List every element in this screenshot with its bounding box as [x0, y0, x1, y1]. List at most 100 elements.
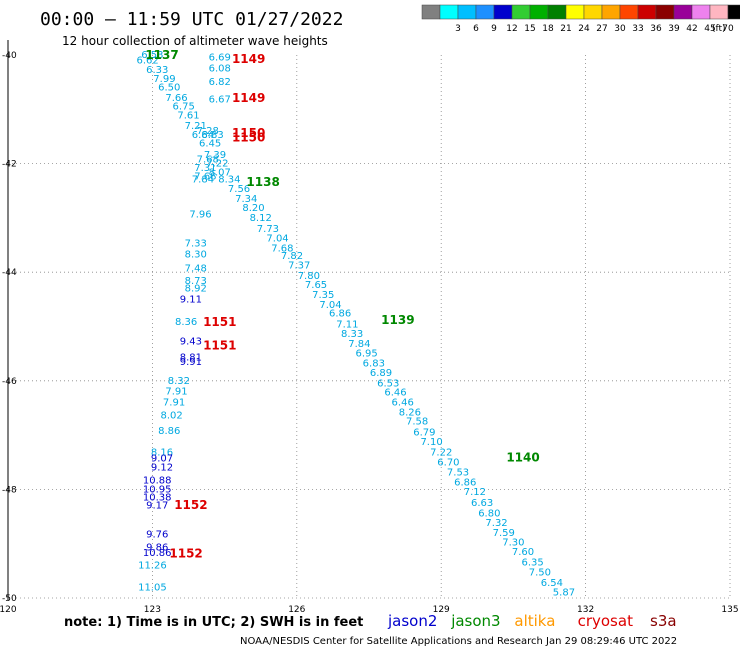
- y-tick-label: -50: [2, 594, 17, 604]
- y-tick-labels: -40 -42 -44 -46 -48 -50: [2, 51, 17, 604]
- wave-height-label: 6.95: [355, 349, 377, 360]
- colorbar-label: 33: [632, 24, 643, 34]
- wave-height-label: 8.86: [158, 426, 180, 437]
- wave-height-label: 6.62: [136, 55, 158, 66]
- grid-lines: [8, 55, 731, 599]
- wave-height-label: 7.39: [204, 150, 226, 161]
- wave-height-label: 7.33: [185, 238, 207, 249]
- pass-number-label: 1151: [203, 339, 236, 353]
- wave-height-label: 6.67: [209, 95, 231, 106]
- colorbar-label: 70: [722, 24, 734, 34]
- wave-height-label: 9.07: [151, 453, 173, 464]
- colorbar-swatch: [493, 4, 513, 20]
- satellite-legend-jason3: jason3: [450, 612, 500, 630]
- pass-number-label: 1139: [381, 313, 414, 327]
- y-tick-label: -48: [2, 485, 17, 495]
- wave-height-label: 7.50: [529, 567, 551, 578]
- wave-height-label: 6.33: [146, 65, 168, 76]
- colorbar-label: 27: [596, 24, 607, 34]
- x-tick-label: 132: [577, 605, 594, 615]
- colorbar-label: 42: [686, 24, 697, 34]
- pass-number-label: 1152: [169, 546, 202, 560]
- wave-height-label: 8.81: [180, 352, 202, 363]
- wave-height-label: 8.02: [161, 411, 183, 422]
- wave-height-label: 7.61: [177, 110, 199, 121]
- wave-height-label: 6.83: [363, 358, 385, 369]
- colorbar-swatch: [457, 4, 477, 20]
- wave-height-label: 6.82: [209, 77, 231, 88]
- wave-height-label: 9.11: [180, 294, 202, 305]
- wave-height-label: 7.59: [493, 528, 515, 539]
- wave-height-label: 6.89: [370, 368, 392, 379]
- satellite-legend-altika: altika: [514, 612, 555, 630]
- wave-height-label: 7.60: [512, 547, 534, 558]
- wave-height-label: 7.80: [298, 271, 320, 282]
- colorbar-label: 18: [542, 24, 554, 34]
- wave-height-label: 7.10: [420, 437, 442, 448]
- wave-height-label: 9.86: [146, 543, 168, 554]
- wave-height-label: 11.05: [138, 583, 167, 594]
- wave-height-label: 7.65: [305, 280, 327, 291]
- wave-height-label: 6.80: [478, 508, 500, 519]
- wave-height-label: 5.87: [553, 588, 575, 599]
- wave-height-label: 7.73: [257, 224, 279, 235]
- chart-title: 00:00 – 11:59 UTC 01/27/2022: [40, 9, 343, 30]
- colorbar-label: 15: [524, 24, 535, 34]
- wave-height-label: 7.31: [194, 163, 216, 174]
- colorbar-swatch: [583, 4, 603, 20]
- x-tick-label: 135: [721, 605, 738, 615]
- wave-height-label: 9.12: [151, 463, 173, 474]
- wave-height-label: 8.16: [151, 447, 173, 458]
- wave-height-label: 7.82: [281, 251, 303, 262]
- wave-height-label: 8.33: [341, 329, 363, 340]
- colorbar-label: 36: [650, 24, 662, 34]
- data-points: 6.536.626.337.996.507.666.757.617.216.84…: [136, 50, 575, 599]
- wave-height-label: 6.63: [471, 498, 493, 509]
- colorbar-label: 21: [560, 24, 571, 34]
- wave-height-label: 7.32: [485, 518, 507, 529]
- wave-height-label: 8.32: [168, 376, 190, 387]
- wave-height-label: 6.79: [413, 427, 435, 438]
- y-tick-label: -46: [2, 377, 17, 387]
- footnote: note: 1) Time is in UTC; 2) SWH is in fe…: [64, 615, 363, 630]
- colorbar-swatch: [565, 4, 585, 20]
- colorbar-label: 24: [578, 24, 590, 34]
- wave-height-label: 7.48: [185, 263, 207, 274]
- wave-height-label: 8.34: [218, 174, 240, 185]
- wave-height-label: 6.69: [209, 53, 231, 64]
- wave-height-label: 6.35: [522, 558, 544, 569]
- wave-height-label: 6.54: [541, 578, 563, 589]
- colorbar-swatch: [421, 4, 441, 20]
- pass-number-label: 1137: [145, 48, 178, 62]
- colorbar-swatch: [511, 4, 531, 20]
- wave-height-label: 7.84: [192, 174, 214, 185]
- pass-number-label: 1149: [232, 52, 265, 66]
- wave-height-label: 7.12: [464, 487, 486, 498]
- colorbar-label: 12: [506, 24, 517, 34]
- satellite-legend-jason2: jason2: [387, 612, 437, 630]
- wave-height-label: 7.04: [266, 234, 288, 245]
- colorbar-label: 3: [455, 24, 461, 34]
- wave-height-label: 7.84: [348, 339, 370, 350]
- wave-height-label: 6.75: [173, 102, 195, 113]
- wave-height-label: 9.91: [180, 357, 202, 368]
- x-tick-labels: 120 123 126 129 132 135: [0, 605, 739, 615]
- wave-height-label: 8.20: [242, 203, 264, 214]
- wave-height-label: 9.76: [146, 529, 168, 540]
- wave-height-label: 8.36: [175, 317, 197, 328]
- wave-height-label: 7.30: [502, 538, 524, 549]
- y-tick-label: -44: [2, 268, 17, 278]
- wave-height-label: 7.91: [165, 387, 187, 398]
- wave-height-label: 6.83: [201, 130, 223, 141]
- pass-number-label: 1140: [506, 450, 539, 464]
- wave-height-label: 6.46: [384, 388, 406, 399]
- wave-height-label: 7.04: [319, 300, 341, 311]
- wave-height-label: 6.53: [141, 50, 163, 61]
- colorbar-swatch: [619, 4, 639, 20]
- x-tick-label: 126: [288, 605, 305, 615]
- wave-height-label: 6.70: [437, 457, 459, 468]
- credit-line: NOAA/NESDIS Center for Satellite Applica…: [240, 636, 677, 647]
- colorbar-swatch: [673, 4, 693, 20]
